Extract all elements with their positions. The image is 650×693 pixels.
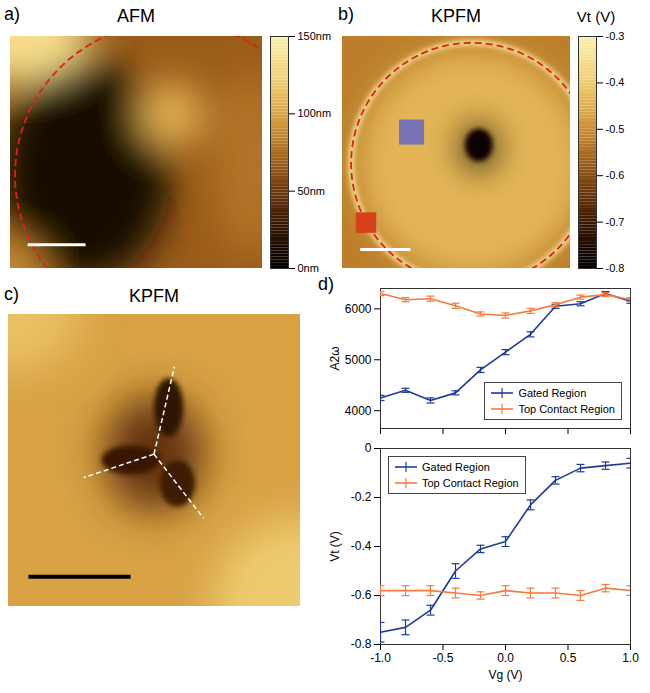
svg-text:0.0: 0.0 bbox=[497, 651, 514, 665]
html-text:KPFM: KPFM bbox=[129, 286, 179, 306]
svg-text:100nm: 100nm bbox=[298, 107, 332, 119]
svg-text:0.5: 0.5 bbox=[560, 651, 577, 665]
svg-text:-0.3: -0.3 bbox=[606, 30, 625, 42]
html-text:a): a) bbox=[4, 4, 20, 24]
html-text:KPFM: KPFM bbox=[431, 6, 481, 26]
svg-text:-1.0: -1.0 bbox=[370, 651, 391, 665]
svg-text:0: 0 bbox=[365, 441, 372, 455]
svg-text:-0.6: -0.6 bbox=[606, 169, 625, 181]
svg-text:-0.4: -0.4 bbox=[606, 76, 625, 88]
svg-text:4000: 4000 bbox=[345, 404, 372, 418]
html-text:AFM: AFM bbox=[117, 6, 155, 26]
html-text:c): c) bbox=[4, 284, 19, 304]
svg-text:-0.8: -0.8 bbox=[606, 262, 625, 274]
svg-text:-0.5: -0.5 bbox=[433, 651, 454, 665]
html-text:Vt (V): Vt (V) bbox=[576, 8, 616, 25]
svg-text:-0.5: -0.5 bbox=[606, 123, 625, 135]
svg-text:A2ω: A2ω bbox=[328, 346, 342, 370]
svg-text:-0.7: -0.7 bbox=[606, 216, 625, 228]
svg-text:-0.4: -0.4 bbox=[351, 539, 372, 553]
svg-text:Vg (V): Vg (V) bbox=[488, 668, 522, 682]
html-text:Gated Region: Gated Region bbox=[518, 387, 587, 399]
svg-text:0nm: 0nm bbox=[298, 262, 319, 274]
html-text:Top Contact Region: Top Contact Region bbox=[422, 477, 519, 489]
html-text:d): d) bbox=[318, 274, 334, 294]
svg-text:Vt (V): Vt (V) bbox=[328, 531, 342, 562]
html-text:Top Contact Region: Top Contact Region bbox=[518, 403, 615, 415]
html-text:Gated Region: Gated Region bbox=[422, 461, 490, 473]
html-text:b): b) bbox=[338, 4, 354, 24]
svg-text:1.0: 1.0 bbox=[622, 651, 639, 665]
svg-text:150nm: 150nm bbox=[298, 30, 332, 42]
svg-text:-0.6: -0.6 bbox=[351, 588, 372, 602]
svg-text:5000: 5000 bbox=[345, 353, 372, 367]
svg-text:-0.2: -0.2 bbox=[351, 490, 372, 504]
svg-text:-0.8: -0.8 bbox=[351, 637, 372, 651]
svg-text:6000: 6000 bbox=[345, 302, 372, 316]
svg-text:50nm: 50nm bbox=[298, 185, 326, 197]
